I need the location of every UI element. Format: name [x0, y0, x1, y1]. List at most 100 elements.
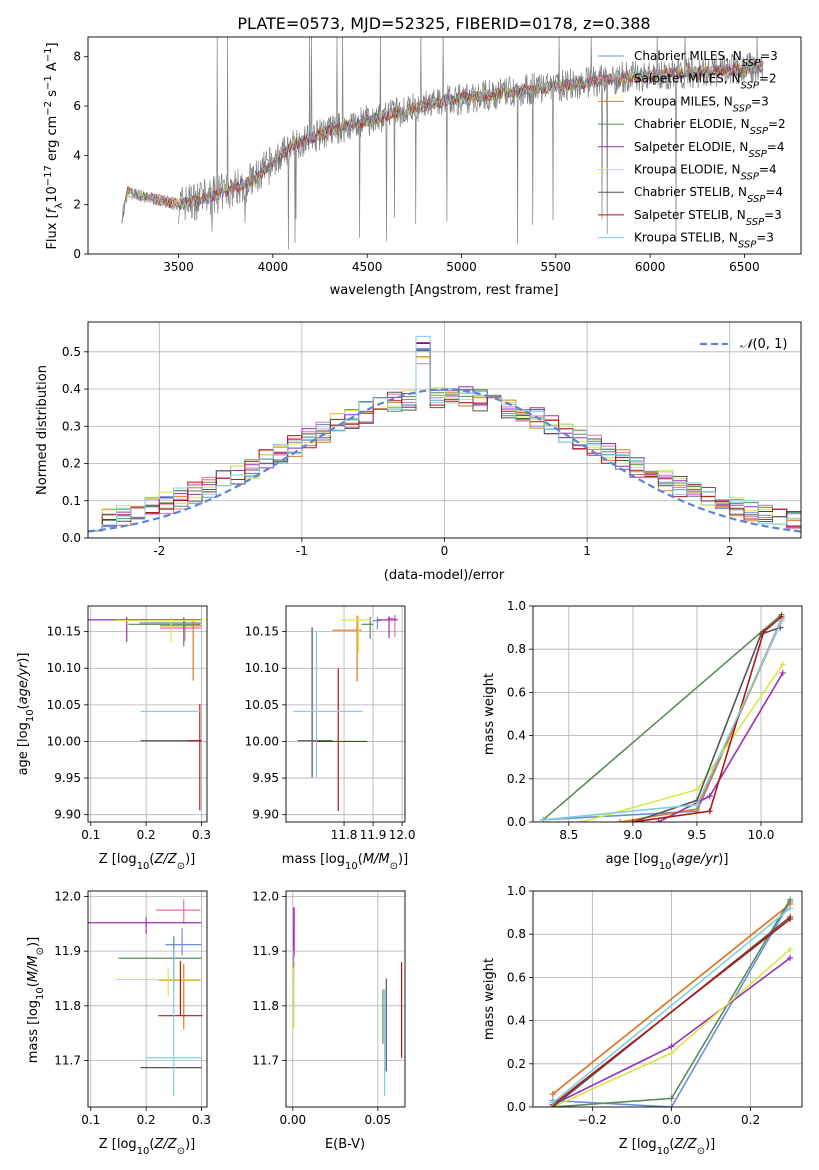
plot-area-weight_vs_age — [533, 606, 802, 822]
y-tick-label: 0.3 — [62, 419, 81, 433]
y-tick-label: 0.0 — [62, 531, 81, 545]
weight-marker-5 — [578, 819, 585, 822]
axes-frame — [285, 890, 406, 1108]
model-spectrum-8 — [121, 61, 763, 224]
y-axis-label: age [log10(age/yr)] — [16, 653, 36, 776]
y-tick-label: 10.05 — [245, 698, 279, 712]
weight-marker-4 — [668, 1043, 675, 1050]
y-tick-label: 12.0 — [54, 889, 81, 903]
y-tick-label: 2 — [73, 198, 81, 212]
y-tick-label: 10.15 — [47, 625, 81, 639]
weight-marker-4 — [787, 954, 794, 961]
y-tick-label: 9.90 — [252, 808, 279, 822]
y-tick-label: 6 — [73, 99, 81, 113]
y-tick-label: 0.2 — [507, 772, 526, 786]
y-tick-label: 11.9 — [54, 944, 81, 958]
y-tick-label: 10.10 — [47, 661, 81, 675]
x-tick-label: 12.0 — [389, 828, 416, 842]
axes-frame — [87, 890, 208, 1108]
y-axis-label: mass [log10(M/M⊙)] — [26, 937, 46, 1063]
weight-marker-8 — [693, 801, 700, 808]
x-axis-label: age [log10(age/yr)] — [606, 852, 729, 872]
y-tick-label: 0.1 — [62, 494, 81, 508]
panel-age_vs_mass: 11.8 11.9 12.0 9.90 9.95 10.00 10.05 10.10 10.15… — [245, 605, 416, 872]
axes-frame — [87, 36, 802, 255]
plot-area-spectrum — [121, 37, 764, 250]
y-axis-label: mass weight — [482, 673, 497, 755]
weight-marker-5 — [779, 661, 786, 668]
x-tick-label: 0.3 — [192, 828, 211, 842]
y-tick-label: 0.2 — [507, 1057, 526, 1071]
panel-spectrum: 3500 4000 4500 5000 5500 6000 6500 0 2 4 6 8 wavelen… — [43, 36, 802, 298]
plot-area-age_vs_mass — [286, 606, 405, 822]
weight-marker-5 — [693, 786, 700, 793]
y-tick-label: 0.6 — [507, 685, 526, 699]
y-tick-label: 0.4 — [507, 1014, 526, 1028]
legend-label-7: Salpeter STELIB, NSSP=3 — [634, 208, 782, 228]
y-tick-label: 11.8 — [252, 999, 279, 1013]
weight-line-8 — [552, 907, 791, 1104]
legend-label-3: Chabrier ELODIE, NSSP=2 — [634, 117, 786, 137]
legend-label-normal: 𝒩(0, 1) — [740, 337, 787, 352]
y-tick-label: 10.00 — [47, 734, 81, 748]
weight-marker-3 — [787, 896, 794, 903]
y-tick-label: 0.8 — [507, 642, 526, 656]
y-tick-label: 9.90 — [54, 808, 81, 822]
x-tick-label: 0.1 — [81, 828, 100, 842]
weight-marker-8 — [787, 905, 794, 912]
legend-label-6: Chabrier STELIB, NSSP=4 — [634, 185, 783, 205]
x-tick-label: 11.9 — [360, 828, 387, 842]
weight-line-6 — [632, 626, 781, 822]
normal-curve — [88, 388, 801, 533]
x-tick-label: 2 — [726, 544, 734, 558]
weight-marker-2 — [617, 819, 624, 822]
x-axis-label: E(B-V) — [325, 1137, 365, 1152]
y-tick-label: 0.4 — [62, 382, 81, 396]
axes-frame — [532, 890, 803, 1108]
y-tick-label: 9.95 — [252, 771, 279, 785]
x-tick-label: -2 — [153, 544, 165, 558]
x-tick-label: −0.2 — [578, 1113, 607, 1127]
y-tick-label: 0.2 — [62, 457, 81, 471]
weight-line-4 — [658, 672, 784, 822]
y-tick-label: 0.6 — [507, 970, 526, 984]
plot-area-weight_vs_Z — [533, 891, 802, 1107]
x-tick-label: 0.05 — [364, 1113, 391, 1127]
x-tick-label: 0.00 — [279, 1113, 306, 1127]
weight-marker-8 — [778, 618, 785, 625]
panel-weight_vs_Z: −0.2 0.0 0.2 0.0 0.2 0.4 0.6 0.8 1.0 mass weight Z… — [482, 884, 803, 1157]
panel-residuals: -2 -1 0 1 2 0.0 0.1 0.2 0.3 0.4 0.5 (data-model)/er… — [35, 321, 802, 583]
weight-marker-0 — [668, 1104, 675, 1107]
axes-frame — [87, 605, 208, 823]
y-tick-label: 0 — [73, 247, 81, 261]
y-tick-label: 0.5 — [62, 345, 81, 359]
axes-frame — [532, 605, 803, 823]
y-tick-label: 0.0 — [507, 1100, 526, 1114]
legend-label-4: Salpeter ELODIE, NSSP=4 — [634, 140, 784, 160]
x-axis-label: Z [log10(Z/Z⊙)] — [99, 852, 196, 872]
x-tick-label: -1 — [296, 544, 308, 558]
weight-line-0 — [552, 901, 791, 1107]
x-tick-label: 10.0 — [748, 828, 775, 842]
weight-line-7 — [632, 616, 783, 822]
x-tick-label: 0 — [441, 544, 449, 558]
weight-marker-4 — [706, 793, 713, 800]
plot-area-age_vs_Z — [88, 606, 207, 822]
x-tick-label: 0.2 — [741, 1113, 760, 1127]
weight-marker-4 — [655, 819, 662, 822]
weight-marker-3 — [668, 1095, 675, 1102]
x-tick-label: 11.8 — [331, 828, 358, 842]
y-tick-label: 11.8 — [54, 999, 81, 1013]
x-tick-label: 0.3 — [192, 1113, 211, 1127]
x-axis-label: Z [log10(Z/Z⊙)] — [99, 1137, 196, 1157]
y-tick-label: 12.0 — [252, 889, 279, 903]
y-tick-label: 11.7 — [54, 1054, 81, 1068]
x-tick-label: 0.1 — [81, 1113, 100, 1127]
weight-marker-7 — [629, 819, 636, 822]
y-tick-label: 11.7 — [252, 1054, 279, 1068]
weight-line-3 — [542, 613, 783, 821]
legend-label-2: Kroupa MILES, NSSP=3 — [634, 94, 769, 114]
x-tick-label: 5500 — [541, 260, 572, 274]
y-tick-label: 10.10 — [245, 661, 279, 675]
x-tick-label: 9.0 — [623, 828, 642, 842]
